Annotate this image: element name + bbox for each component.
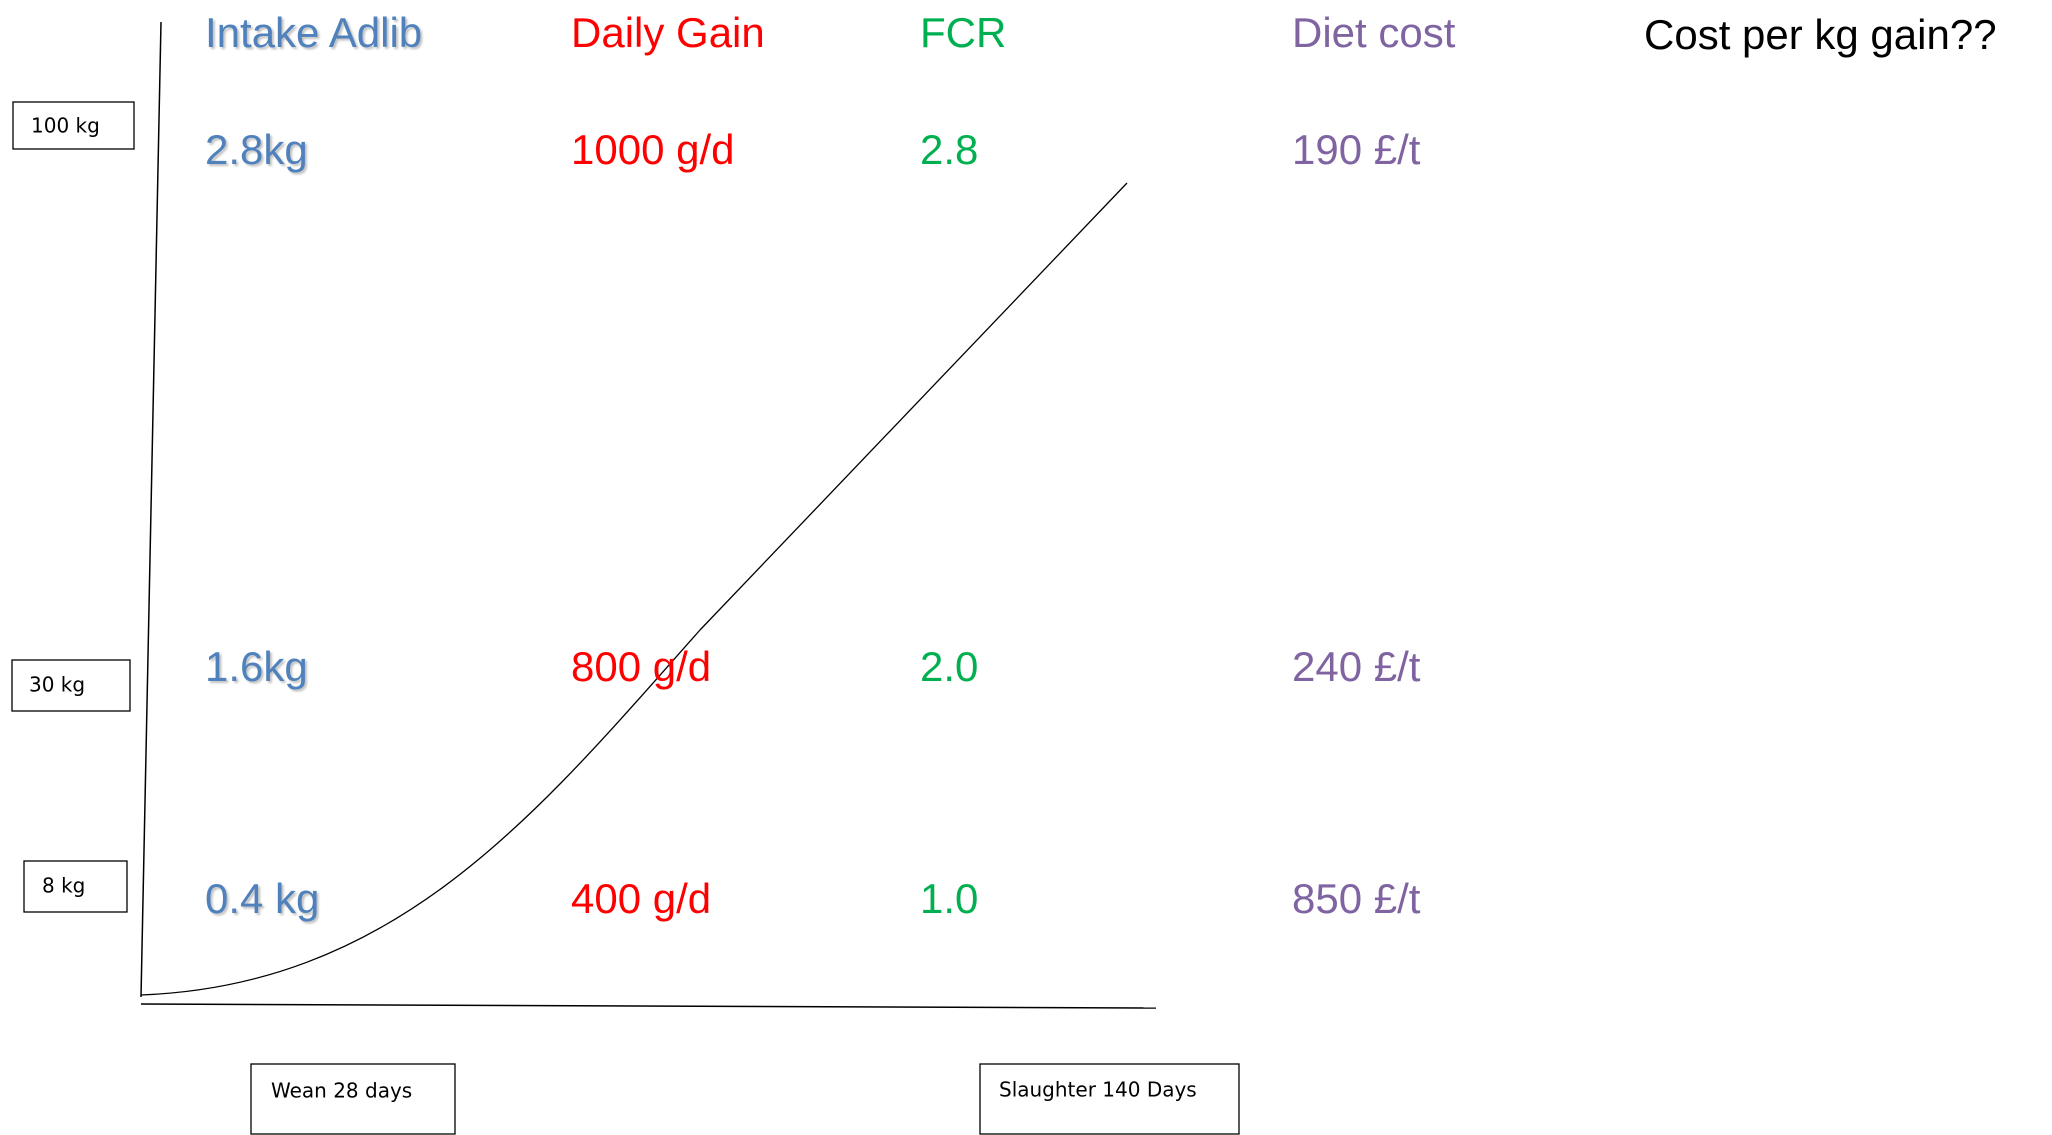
column-header: Intake Adlib: [205, 9, 422, 56]
column-header: Diet cost: [1292, 9, 1456, 56]
x-axis: [140, 1003, 1157, 1009]
cell-value: 190 £/t: [1292, 126, 1421, 173]
cell-value: 2.8kg: [205, 126, 308, 173]
weight-label: 8 kg: [42, 874, 85, 898]
column-header: FCR: [920, 9, 1006, 56]
cell-value: 1.6kg: [205, 643, 308, 690]
cell-value: 800 g/d: [571, 643, 711, 690]
question: Cost per kg gain??: [1644, 11, 1997, 58]
label-box: [250, 1063, 456, 1135]
column-header: Daily Gain: [571, 9, 765, 56]
y-axis: [140, 21, 162, 998]
cell-value: 1.0: [920, 875, 978, 922]
label-box: [23, 860, 128, 913]
label-box: [979, 1063, 1240, 1135]
growth-curve: [140, 182, 1128, 996]
label-box: [12, 101, 135, 150]
cell-value: 2.0: [920, 643, 978, 690]
cell-value: 0.4 kg: [205, 875, 319, 922]
cell-value: 400 g/d: [571, 875, 711, 922]
cell-value: 240 £/t: [1292, 643, 1421, 690]
time-label: Slaughter 140 Days: [999, 1078, 1197, 1102]
weight-label: 100 kg: [31, 114, 100, 138]
time-label: Wean 28 days: [271, 1079, 412, 1103]
weight-label: 30 kg: [29, 673, 85, 697]
cell-value: 2.8: [920, 126, 978, 173]
cell-value: 1000 g/d: [571, 126, 735, 173]
label-box: [11, 659, 131, 712]
cell-value: 850 £/t: [1292, 875, 1421, 922]
